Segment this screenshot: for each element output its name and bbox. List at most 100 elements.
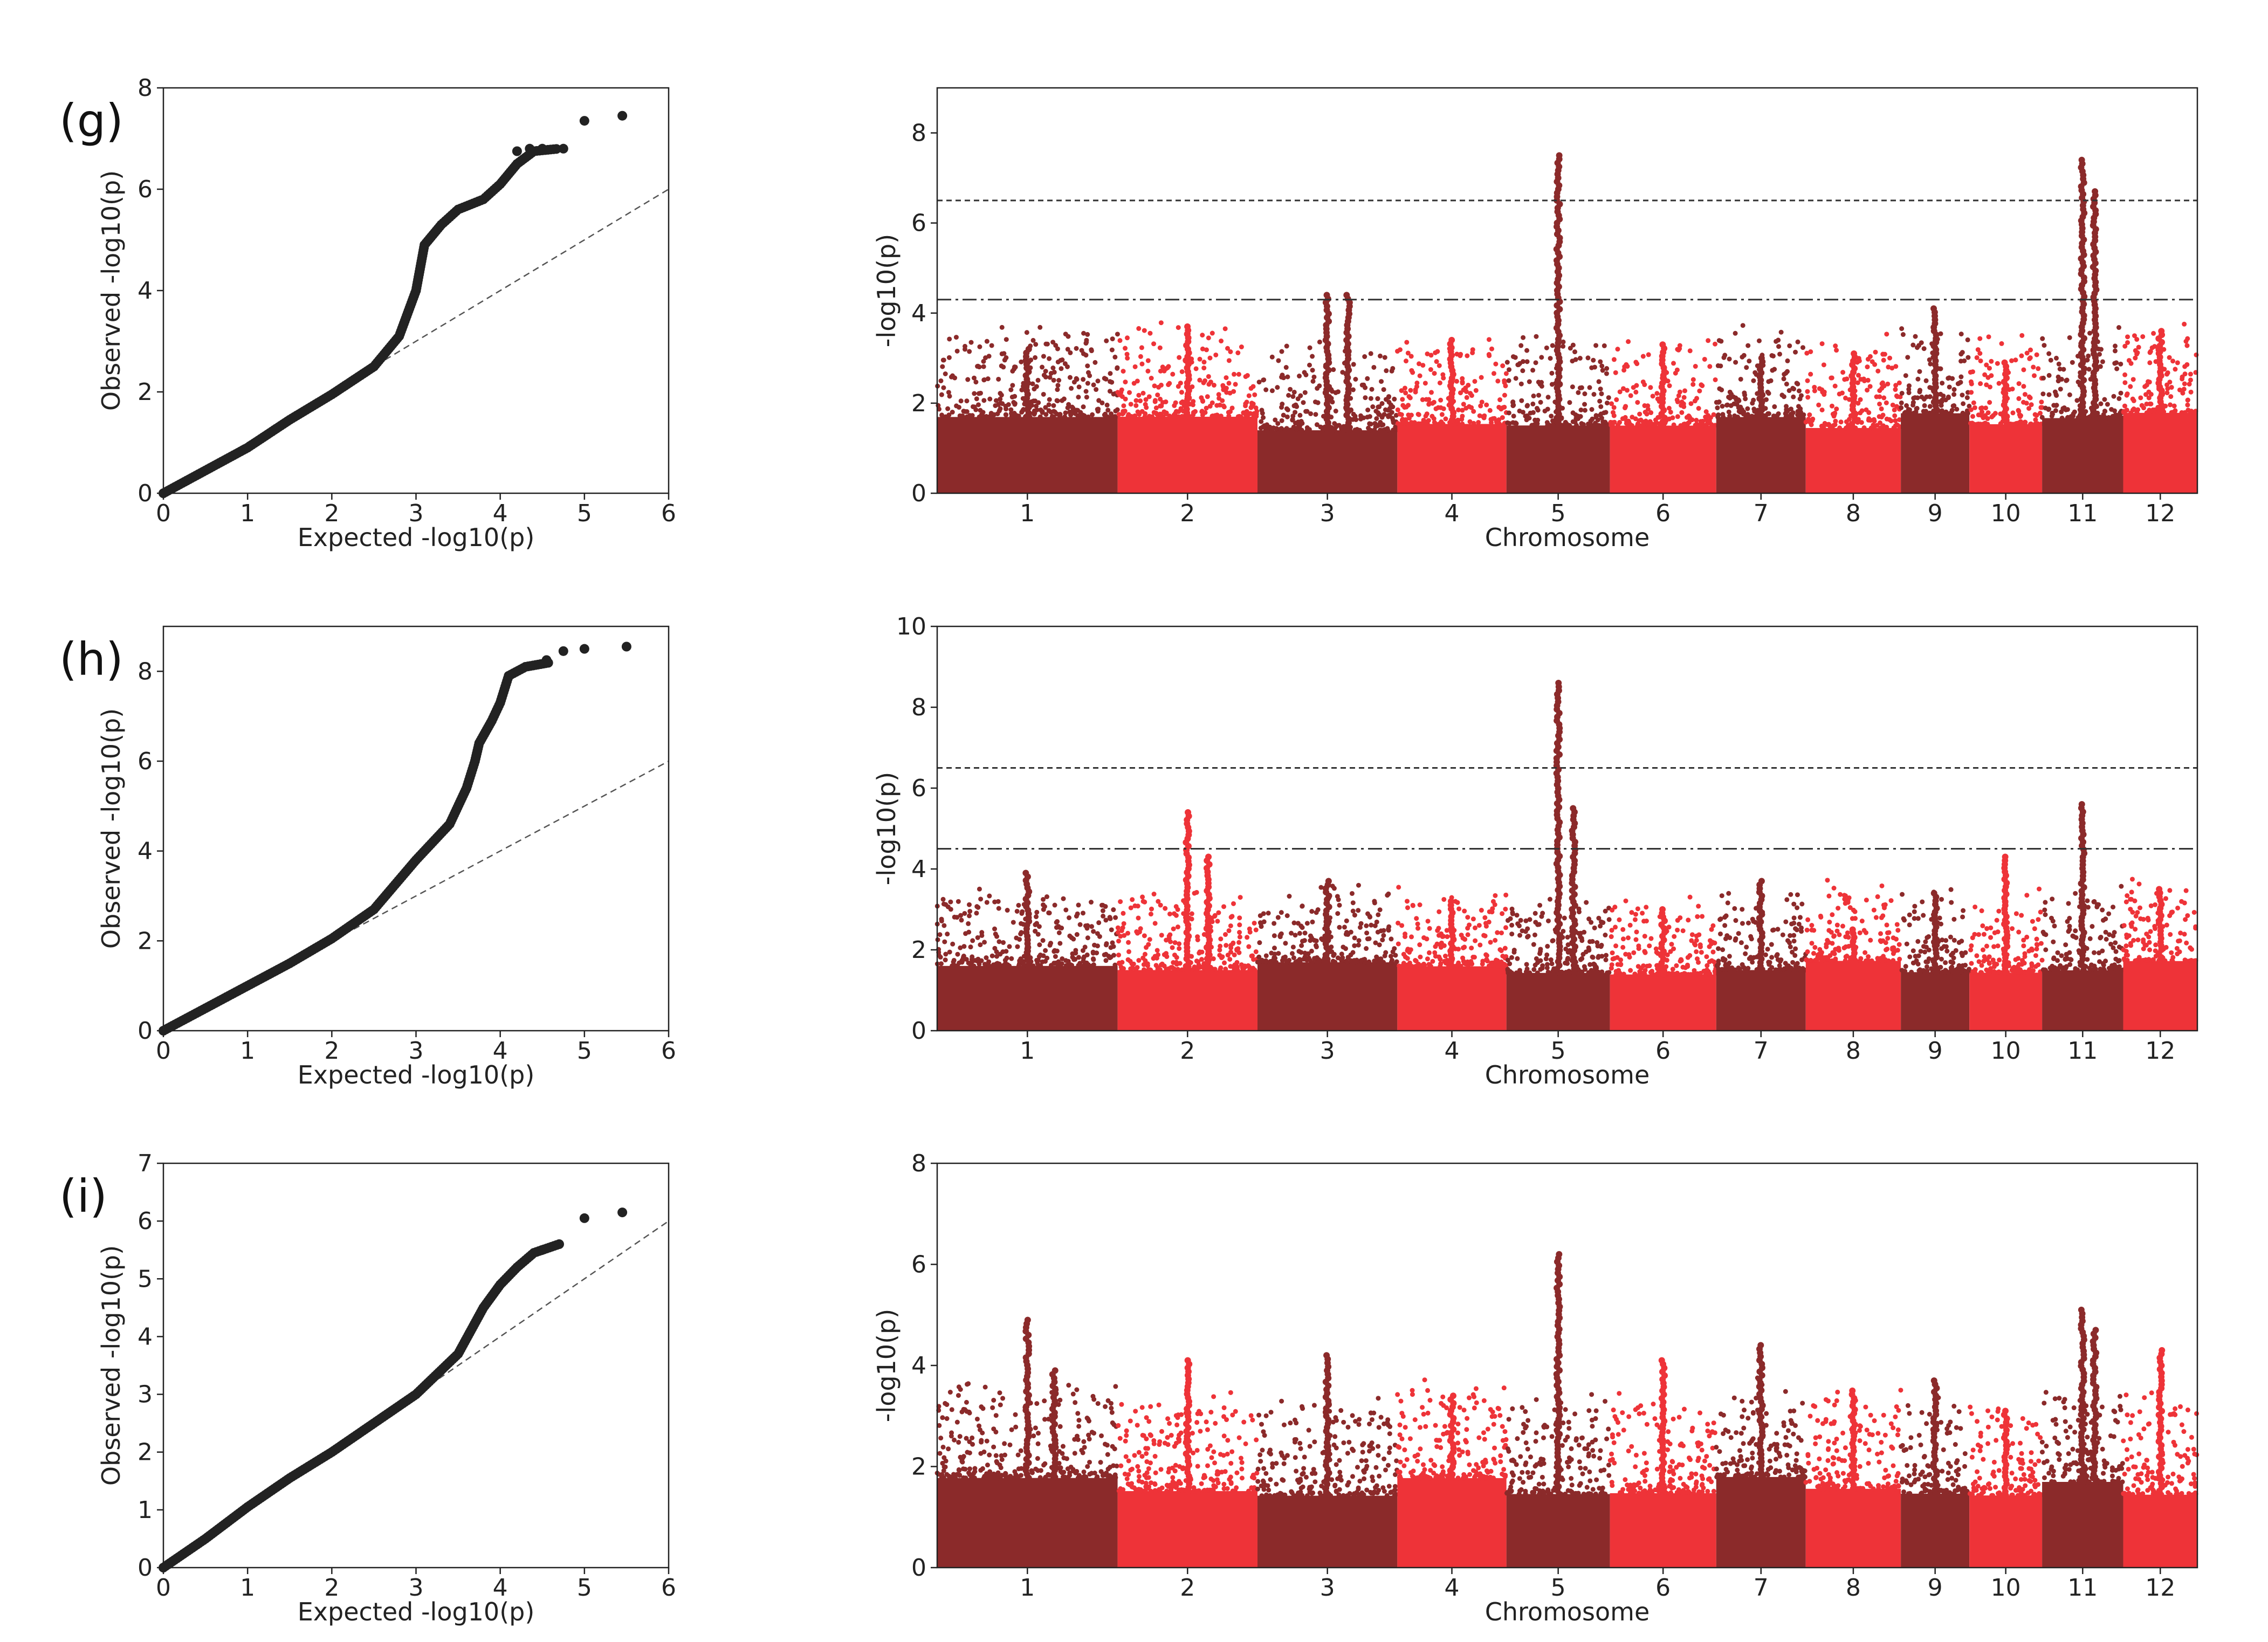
snp-point (1145, 358, 1151, 363)
snp-point (1902, 410, 1907, 416)
snp-point (943, 951, 949, 957)
snp-point (1887, 355, 1893, 361)
snp-point (1404, 340, 1410, 345)
snp-point (1964, 395, 1970, 401)
snp-point (1798, 393, 1804, 398)
snp-point (1109, 411, 1114, 417)
snp-point (1081, 956, 1086, 961)
snp-point (1063, 410, 1068, 416)
snp-point (1012, 402, 1018, 407)
snp-point (1798, 409, 1803, 415)
snp-point (1517, 361, 1522, 366)
snp-point (1460, 955, 1466, 961)
snp-point (1046, 402, 1051, 408)
snp-point (1593, 970, 1599, 975)
snp-point (1733, 395, 1738, 401)
x-tick-label: 1 (240, 500, 255, 527)
snp-point (1358, 416, 1364, 422)
snp-point (2063, 407, 2068, 412)
snp-point (1192, 891, 1197, 896)
snp-point (1516, 923, 1522, 928)
snp-point (1339, 951, 1344, 957)
snp-point (1986, 334, 1991, 340)
snp-point (1914, 345, 1920, 350)
snp-point (1666, 405, 1672, 411)
snp-point (2032, 422, 2038, 427)
snp-point (1719, 893, 1724, 899)
snp-point (1539, 355, 1544, 360)
snp-point (1977, 336, 1983, 341)
snp-point (1589, 407, 1595, 412)
snp-point (1844, 376, 1850, 382)
snp-point (1115, 365, 1120, 370)
snp-point (1115, 332, 1120, 337)
snp-point (1247, 926, 1252, 932)
snp-point (2147, 360, 2153, 365)
snp-point (1130, 897, 1135, 902)
snp-point (1946, 376, 1951, 381)
snp-point (1084, 952, 1090, 957)
snp-point (1771, 927, 1776, 933)
snp-point (1090, 412, 1095, 417)
snp-point (1415, 421, 1421, 426)
snp-point (2028, 422, 2033, 427)
snp-point (1751, 397, 1756, 403)
snp-point (1420, 363, 1426, 368)
snp-point (1382, 953, 1387, 958)
snp-point (1847, 397, 1852, 402)
snp-point (968, 944, 973, 950)
snp-point (1272, 946, 1277, 951)
snp-point (1861, 425, 1867, 431)
snp-point (1128, 958, 1133, 964)
snp-point (1791, 939, 1797, 944)
snp-point (1081, 910, 1086, 916)
snp-point (2170, 358, 2176, 364)
snp-point (1899, 405, 1904, 410)
snp-point (1307, 957, 1312, 963)
snp-point (1559, 416, 1564, 421)
snp-point (2148, 401, 2154, 406)
snp-point (1386, 926, 1391, 932)
snp-point (1872, 418, 1877, 424)
snp-point (1142, 951, 1147, 957)
snp-point (1428, 390, 1434, 395)
snp-point (1441, 934, 1446, 939)
snp-point (1315, 385, 1320, 391)
snp-point (1424, 936, 1429, 942)
snp-point (1578, 407, 1584, 412)
snp-point (1668, 410, 1673, 415)
snp-point (996, 402, 1001, 408)
snp-point (1110, 336, 1115, 342)
snp-point (1170, 945, 1175, 950)
snp-point (1727, 961, 1732, 966)
snp-point (1595, 940, 1600, 946)
snp-point (996, 961, 1002, 967)
y-tick-label: 8 (911, 120, 926, 147)
snp-point (1958, 358, 1964, 364)
snp-point (1688, 401, 1694, 406)
snp-point (986, 354, 992, 359)
snp-point (1600, 423, 1606, 428)
snp-point (1506, 378, 1511, 383)
snp-point (1604, 401, 1610, 406)
snp-point (1877, 401, 1882, 406)
snp-point (1054, 948, 1060, 954)
snp-point (1852, 909, 1858, 914)
snp-point (1565, 935, 1570, 940)
snp-point (1381, 387, 1386, 392)
snp-point (1886, 364, 1891, 370)
snp-point (1351, 362, 1356, 367)
snp-point (1655, 396, 1660, 402)
snp-point (1520, 368, 1525, 374)
snp-point (1438, 397, 1444, 403)
snp-point (2046, 351, 2052, 356)
snp-point (1710, 923, 1716, 928)
snp-point (1927, 404, 1933, 409)
snp-point (1156, 384, 1162, 390)
snp-point (998, 951, 1003, 957)
snp-point (2019, 420, 2024, 425)
snp-point (1142, 328, 1147, 333)
snp-point (992, 926, 998, 932)
snp-point (1612, 419, 1617, 425)
